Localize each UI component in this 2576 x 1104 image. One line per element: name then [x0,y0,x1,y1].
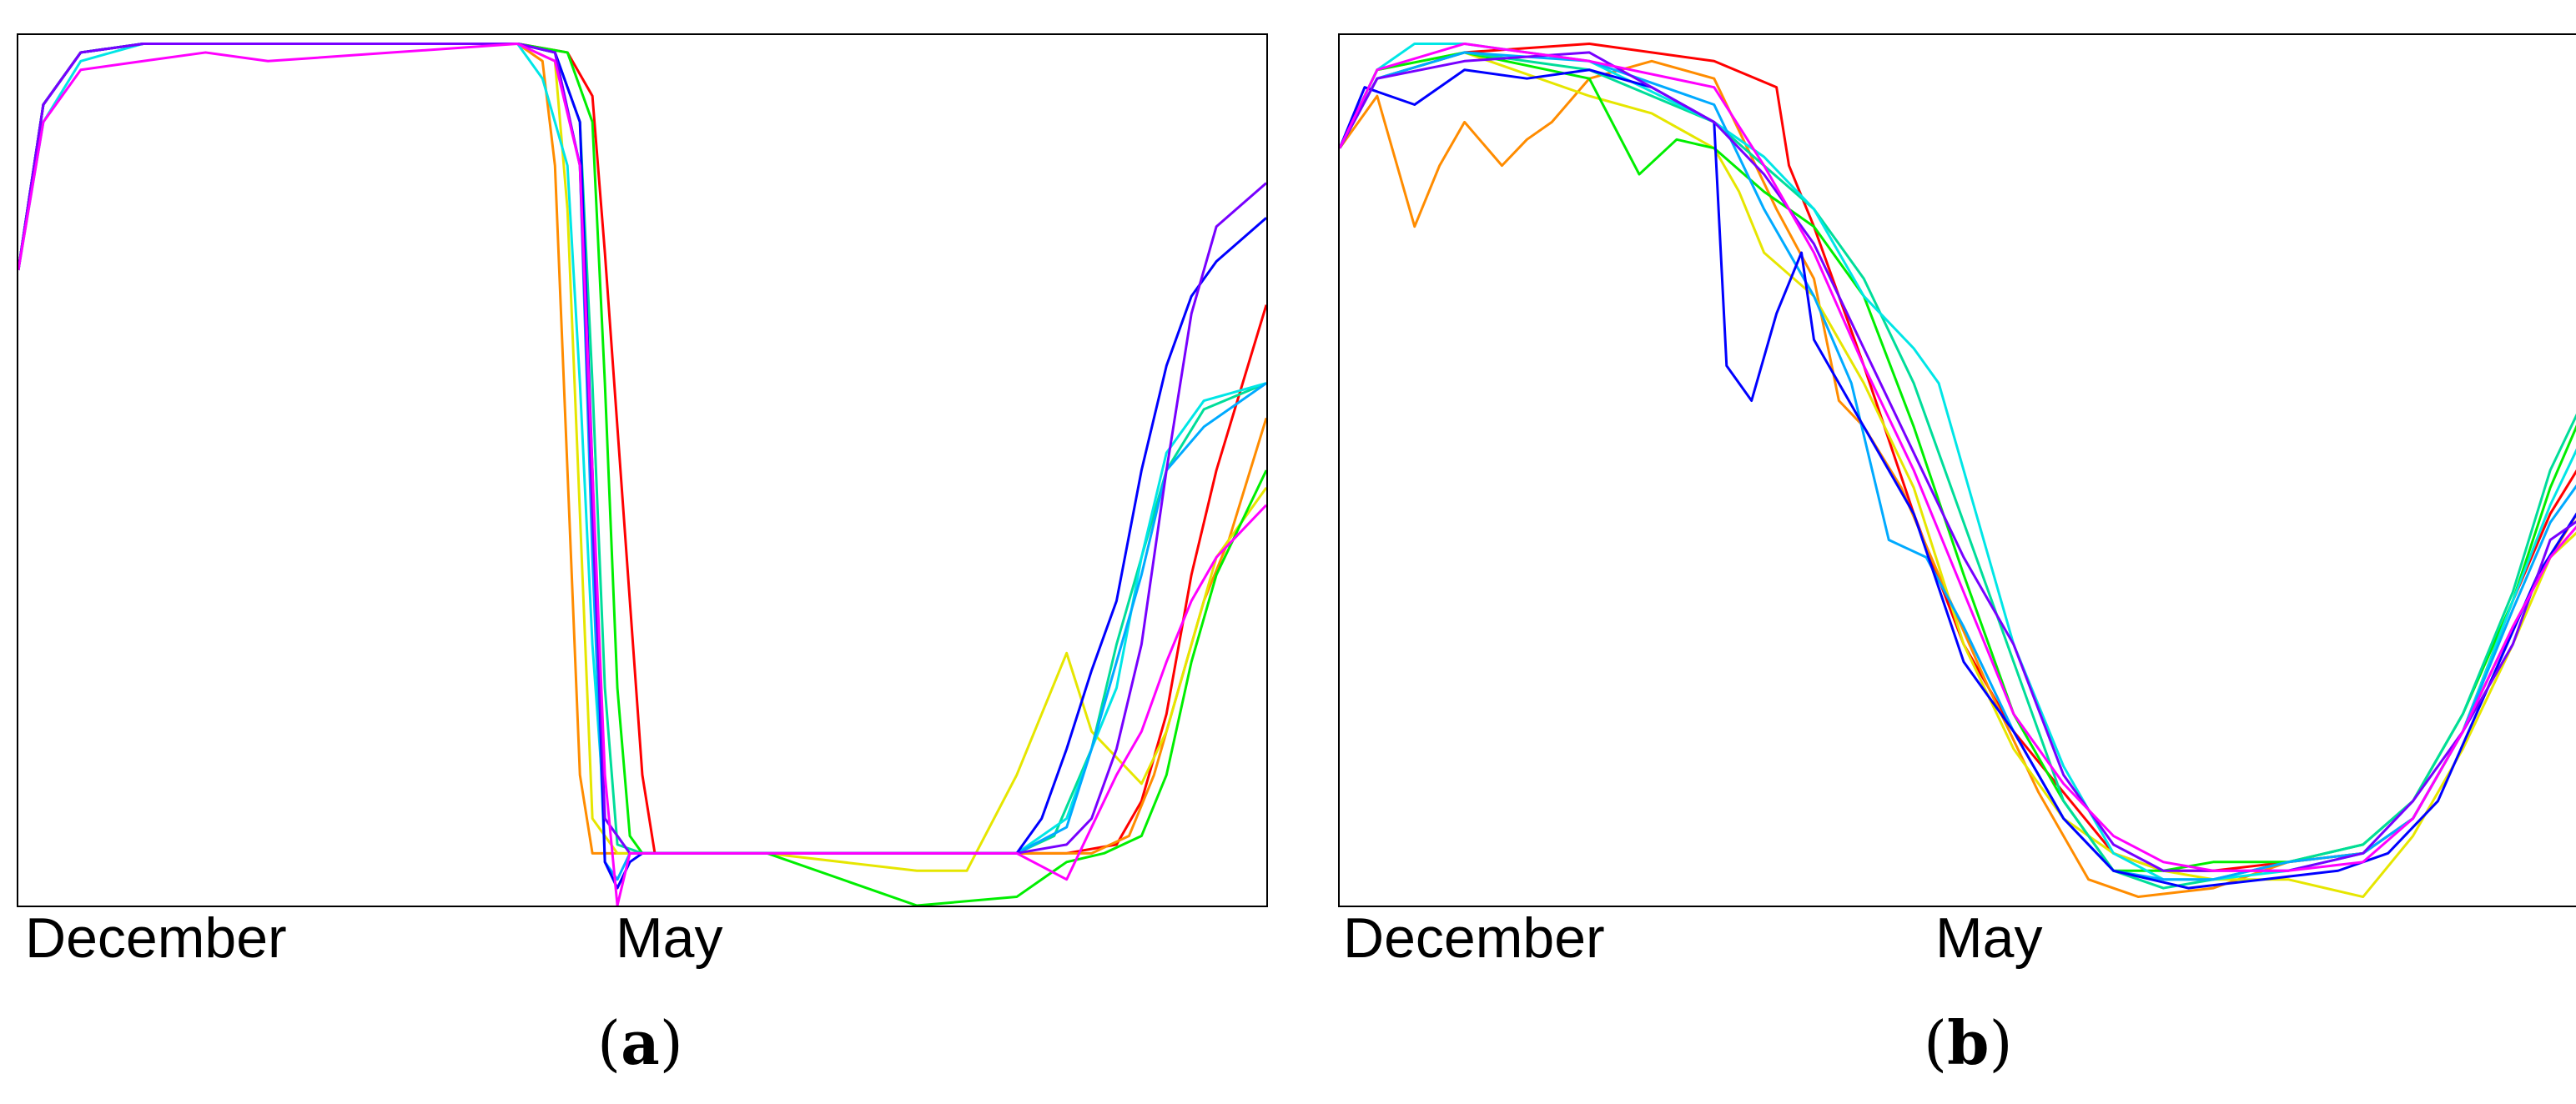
series-line-1 [18,42,1266,855]
series-line-3 [1340,51,2576,899]
series-line-3 [18,42,1266,872]
line-chart-b [1340,42,2576,899]
x-tick-label-december: December [25,906,287,970]
x-tick-label-december: December [1343,906,1605,970]
series-line-5 [1340,51,2576,890]
series-line-2 [18,42,1266,855]
series-line-4 [1340,51,2576,872]
series-line-9 [1340,51,2576,872]
chart-panel-a: December May (a) [17,33,1268,1078]
series-line-9 [18,42,1266,855]
panel-caption-b: (b) [1924,1007,2013,1078]
series-line-6 [1340,42,2576,881]
series-line-10 [18,42,1266,906]
series-line-7 [1340,51,2576,881]
series-line-5 [18,42,1266,855]
series-line-1 [1340,42,2576,872]
caption-open-paren: ( [597,1008,621,1078]
plot-area-a [17,33,1268,907]
caption-letter: b [1947,1007,1990,1078]
plot-area-b [1338,33,2576,907]
series-line-7 [18,42,1266,881]
series-line-8 [1340,68,2576,890]
series-line-10 [1340,42,2576,872]
caption-close-paren: ) [1989,1008,2013,1078]
x-tick-label-may: May [1935,906,2043,970]
line-chart-a [18,42,1266,906]
caption-close-paren: ) [659,1008,683,1078]
series-line-6 [18,42,1266,855]
chart-panel-b: December May (b) [1288,0,2576,1104]
caption-open-paren: ( [1924,1008,1948,1078]
x-tick-label-may: May [616,906,723,970]
panel-caption-a: (a) [597,1007,683,1078]
caption-letter: a [621,1007,660,1078]
series-line-2 [1340,59,2576,899]
